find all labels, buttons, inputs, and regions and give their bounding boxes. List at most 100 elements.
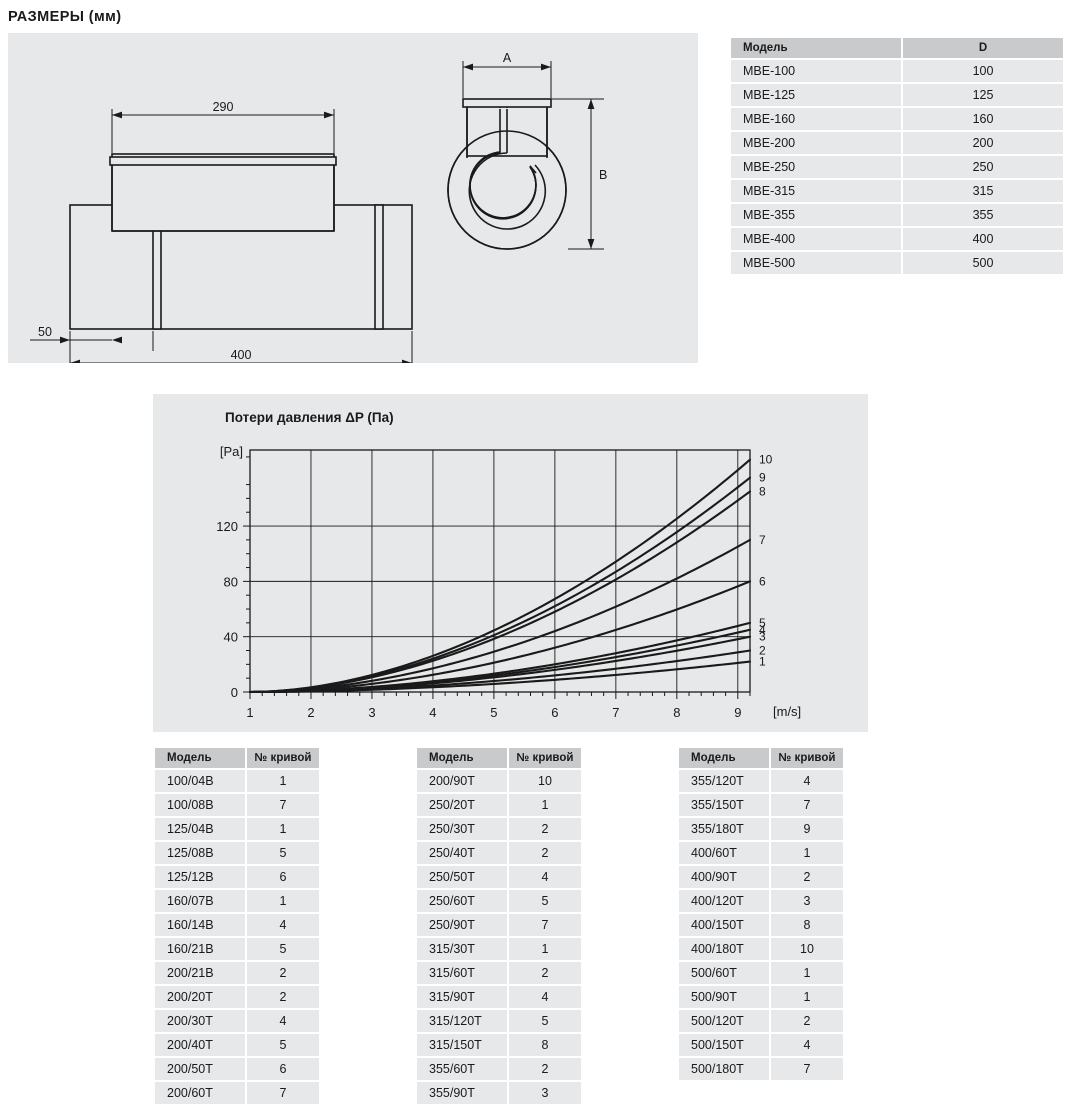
curve-10 bbox=[248, 458, 752, 694]
chart-y-axis-unit: [Pa] bbox=[220, 444, 243, 459]
cell-d: 125 bbox=[903, 84, 1063, 106]
cell-model: 250/20T bbox=[417, 794, 507, 816]
cell-model: 250/40T bbox=[417, 842, 507, 864]
column-header-model: Модель bbox=[731, 38, 901, 58]
cell-model: 200/21B bbox=[155, 962, 245, 984]
table-row: 250/40T 2 bbox=[417, 842, 581, 864]
cell-model: 400/180T bbox=[679, 938, 769, 960]
x-tick-label: 5 bbox=[490, 705, 497, 720]
table-row: 200/40T 5 bbox=[155, 1034, 319, 1056]
cell-model: 160/14B bbox=[155, 914, 245, 936]
table-row: 355/180T 9 bbox=[679, 818, 843, 840]
cell-model: 500/120T bbox=[679, 1010, 769, 1032]
table-row: 125/12B 6 bbox=[155, 866, 319, 888]
y-tick-label: 80 bbox=[224, 574, 238, 589]
y-tick-label: 40 bbox=[224, 630, 238, 645]
cell-curve: 2 bbox=[509, 962, 581, 984]
table-row: MBE-315 315 bbox=[731, 180, 1063, 202]
cell-curve: 4 bbox=[771, 1034, 843, 1056]
cell-d: 160 bbox=[903, 108, 1063, 130]
cell-model: 355/150T bbox=[679, 794, 769, 816]
curve-label-2: 2 bbox=[759, 644, 766, 658]
dimension-label-50: 50 bbox=[38, 325, 52, 339]
table-row: 315/30T 1 bbox=[417, 938, 581, 960]
cell-model: 355/90T bbox=[417, 1082, 507, 1104]
model-diameter-table: Модель D MBE-100 100 MBE-125 125 MBE-160 160 M… bbox=[729, 36, 1065, 276]
cell-model: 315/60T bbox=[417, 962, 507, 984]
cell-curve: 8 bbox=[771, 914, 843, 936]
x-tick-label: 1 bbox=[246, 705, 253, 720]
dimension-label-290: 290 bbox=[213, 100, 234, 114]
x-tick-label: 2 bbox=[307, 705, 314, 720]
cell-curve: 1 bbox=[771, 962, 843, 984]
cell-model: 125/08B bbox=[155, 842, 245, 864]
cell-curve: 5 bbox=[509, 890, 581, 912]
cell-model: 200/50T bbox=[155, 1058, 245, 1080]
table-row: 200/20T 2 bbox=[155, 986, 319, 1008]
x-tick-label: 8 bbox=[673, 705, 680, 720]
column-header-model: Модель bbox=[679, 748, 769, 768]
cell-curve: 2 bbox=[247, 986, 319, 1008]
cell-model: 125/12B bbox=[155, 866, 245, 888]
cell-d: 200 bbox=[903, 132, 1063, 154]
cell-curve: 2 bbox=[509, 1058, 581, 1080]
cell-model: 100/08B bbox=[155, 794, 245, 816]
table-row: 500/150T 4 bbox=[679, 1034, 843, 1056]
table-row: 400/180T 10 bbox=[679, 938, 843, 960]
column-header-curve: № кривой bbox=[509, 748, 581, 768]
chart-axis-ticks bbox=[243, 456, 751, 699]
cell-model: 400/150T bbox=[679, 914, 769, 936]
x-tick-label: 9 bbox=[734, 705, 741, 720]
curve-6 bbox=[248, 580, 752, 694]
cell-model: 160/07B bbox=[155, 890, 245, 912]
curve-label-8: 8 bbox=[759, 484, 766, 498]
cell-model: 355/120T bbox=[679, 770, 769, 792]
cell-curve: 1 bbox=[247, 890, 319, 912]
curve-7 bbox=[248, 538, 752, 694]
column-header-model: Модель bbox=[417, 748, 507, 768]
table-header-row: Модель № кривой bbox=[155, 748, 319, 768]
column-header-curve: № кривой bbox=[771, 748, 843, 768]
cell-curve: 4 bbox=[247, 1010, 319, 1032]
table-row: 500/180T 7 bbox=[679, 1058, 843, 1080]
curve-label-6: 6 bbox=[759, 574, 766, 588]
table-header-row: Модель D bbox=[731, 38, 1063, 58]
cell-model: 355/180T bbox=[679, 818, 769, 840]
cell-curve: 1 bbox=[247, 770, 319, 792]
table-row: 355/120T 4 bbox=[679, 770, 843, 792]
cell-model: 250/60T bbox=[417, 890, 507, 912]
cell-curve: 1 bbox=[771, 986, 843, 1008]
curve-label-3: 3 bbox=[759, 630, 766, 644]
dimension-400 bbox=[69, 331, 413, 363]
table-row: 400/120T 3 bbox=[679, 890, 843, 912]
cell-curve: 7 bbox=[247, 1082, 319, 1104]
curve-rows-1: 100/04B 1 100/08B 7 125/04B 1 125/08B 5 125/12B 6… bbox=[155, 770, 319, 1104]
table-row: 160/21B 5 bbox=[155, 938, 319, 960]
table-row: 250/50T 4 bbox=[417, 866, 581, 888]
cell-curve: 4 bbox=[509, 866, 581, 888]
cell-d: 100 bbox=[903, 60, 1063, 82]
cell-curve: 1 bbox=[509, 938, 581, 960]
cell-model: MBE-355 bbox=[731, 204, 901, 226]
column-header-model: Модель bbox=[155, 748, 245, 768]
cell-model: 250/50T bbox=[417, 866, 507, 888]
curve-number-table-1: Модель № кривой 100/04B 1 100/08B 7 125/04B 1… bbox=[153, 746, 321, 1106]
cell-curve: 4 bbox=[509, 986, 581, 1008]
x-tick-label: 6 bbox=[551, 705, 558, 720]
cell-curve: 10 bbox=[771, 938, 843, 960]
chart-plot-frame bbox=[249, 449, 751, 693]
side-view-drawing bbox=[69, 153, 413, 330]
cell-d: 355 bbox=[903, 204, 1063, 226]
y-tick-label: 120 bbox=[216, 519, 238, 534]
cell-model: 125/04B bbox=[155, 818, 245, 840]
table-row: 315/150T 8 bbox=[417, 1034, 581, 1056]
column-header-curve: № кривой bbox=[247, 748, 319, 768]
table-row: 160/14B 4 bbox=[155, 914, 319, 936]
table-row: 250/20T 1 bbox=[417, 794, 581, 816]
table-row: 400/90T 2 bbox=[679, 866, 843, 888]
cell-curve: 1 bbox=[509, 794, 581, 816]
table-row: 355/150T 7 bbox=[679, 794, 843, 816]
cell-curve: 7 bbox=[771, 794, 843, 816]
